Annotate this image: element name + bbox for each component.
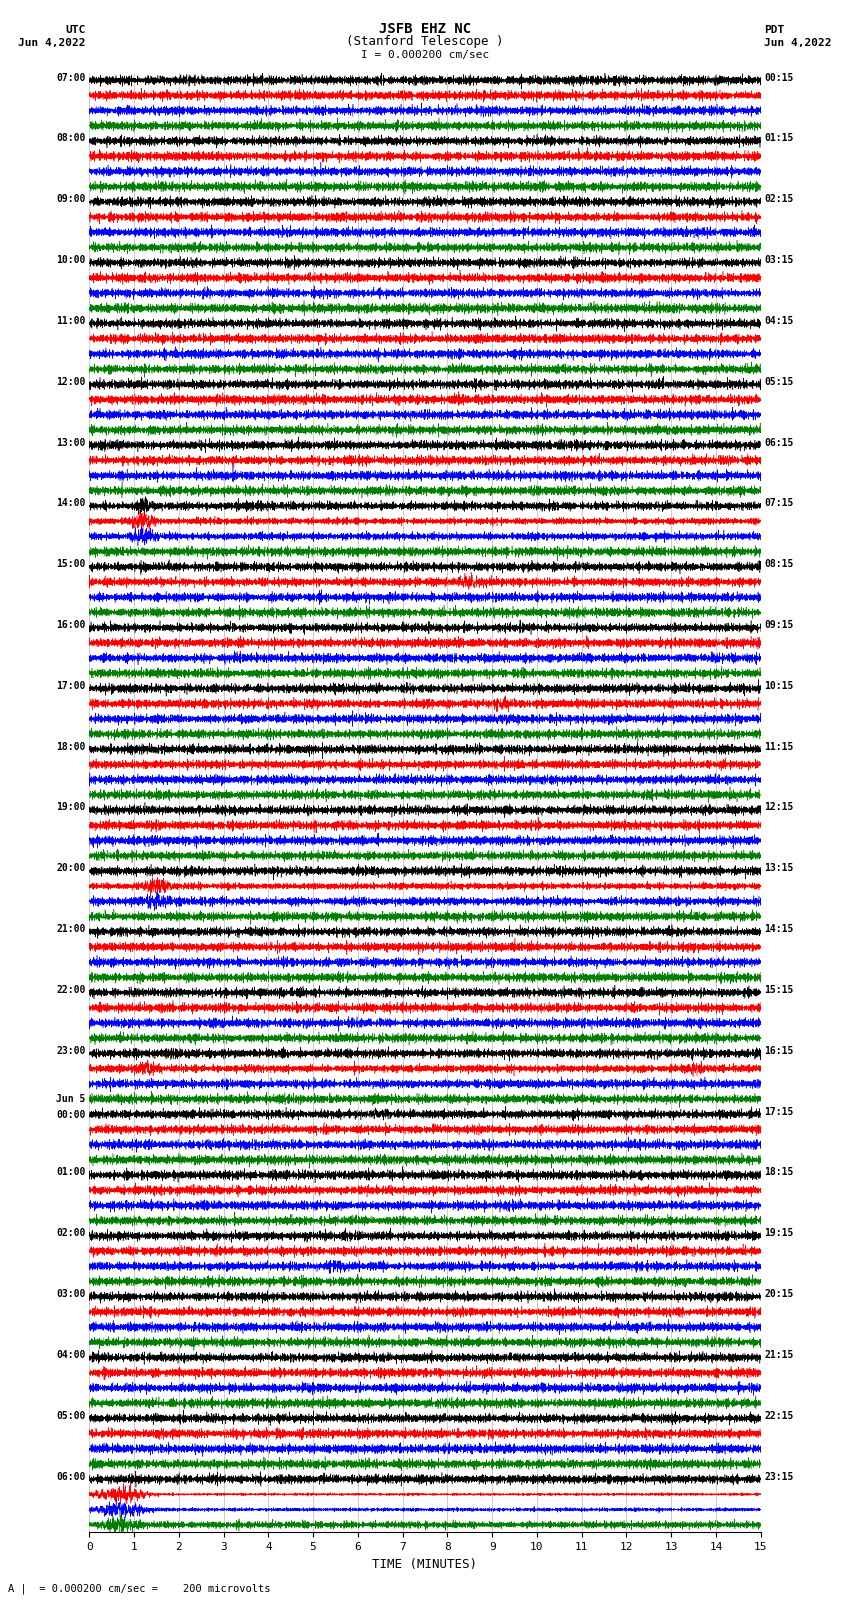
Text: JSFB EHZ NC: JSFB EHZ NC	[379, 23, 471, 37]
Text: UTC: UTC	[65, 26, 86, 35]
Text: 01:00: 01:00	[56, 1168, 86, 1177]
Text: 11:00: 11:00	[56, 316, 86, 326]
Text: Jun 4,2022: Jun 4,2022	[764, 39, 831, 48]
Text: 22:15: 22:15	[764, 1411, 794, 1421]
Text: 10:00: 10:00	[56, 255, 86, 265]
Text: 00:15: 00:15	[764, 73, 794, 82]
Text: Jun 4,2022: Jun 4,2022	[19, 39, 86, 48]
Text: (Stanford Telescope ): (Stanford Telescope )	[346, 34, 504, 47]
Text: 19:15: 19:15	[764, 1227, 794, 1239]
Text: 03:00: 03:00	[56, 1289, 86, 1298]
Text: 16:15: 16:15	[764, 1045, 794, 1057]
Text: 06:15: 06:15	[764, 437, 794, 447]
Text: 15:15: 15:15	[764, 986, 794, 995]
X-axis label: TIME (MINUTES): TIME (MINUTES)	[372, 1558, 478, 1571]
Text: 06:00: 06:00	[56, 1471, 86, 1481]
Text: A |  = 0.000200 cm/sec =    200 microvolts: A | = 0.000200 cm/sec = 200 microvolts	[8, 1582, 271, 1594]
Text: 17:15: 17:15	[764, 1107, 794, 1116]
Text: 22:00: 22:00	[56, 986, 86, 995]
Text: 01:15: 01:15	[764, 134, 794, 144]
Text: PDT: PDT	[764, 26, 785, 35]
Text: 17:00: 17:00	[56, 681, 86, 690]
Text: 07:15: 07:15	[764, 498, 794, 508]
Text: 16:00: 16:00	[56, 619, 86, 631]
Text: 00:00: 00:00	[56, 1110, 86, 1119]
Text: 13:15: 13:15	[764, 863, 794, 873]
Text: 04:15: 04:15	[764, 316, 794, 326]
Text: 23:00: 23:00	[56, 1045, 86, 1057]
Text: 20:15: 20:15	[764, 1289, 794, 1298]
Text: 08:15: 08:15	[764, 560, 794, 569]
Text: 11:15: 11:15	[764, 742, 794, 752]
Text: 19:00: 19:00	[56, 803, 86, 813]
Text: 21:15: 21:15	[764, 1350, 794, 1360]
Text: 18:15: 18:15	[764, 1168, 794, 1177]
Text: 10:15: 10:15	[764, 681, 794, 690]
Text: I = 0.000200 cm/sec: I = 0.000200 cm/sec	[361, 50, 489, 60]
Text: 15:00: 15:00	[56, 560, 86, 569]
Text: 21:00: 21:00	[56, 924, 86, 934]
Text: 03:15: 03:15	[764, 255, 794, 265]
Text: 12:00: 12:00	[56, 377, 86, 387]
Text: 07:00: 07:00	[56, 73, 86, 82]
Text: 23:15: 23:15	[764, 1471, 794, 1481]
Text: 20:00: 20:00	[56, 863, 86, 873]
Text: 09:15: 09:15	[764, 619, 794, 631]
Text: 12:15: 12:15	[764, 803, 794, 813]
Text: 14:15: 14:15	[764, 924, 794, 934]
Text: 09:00: 09:00	[56, 194, 86, 205]
Text: 02:00: 02:00	[56, 1227, 86, 1239]
Text: 08:00: 08:00	[56, 134, 86, 144]
Text: 04:00: 04:00	[56, 1350, 86, 1360]
Text: 18:00: 18:00	[56, 742, 86, 752]
Text: 13:00: 13:00	[56, 437, 86, 447]
Text: 05:00: 05:00	[56, 1411, 86, 1421]
Text: 02:15: 02:15	[764, 194, 794, 205]
Text: Jun 5: Jun 5	[56, 1094, 86, 1103]
Text: 05:15: 05:15	[764, 377, 794, 387]
Text: 14:00: 14:00	[56, 498, 86, 508]
